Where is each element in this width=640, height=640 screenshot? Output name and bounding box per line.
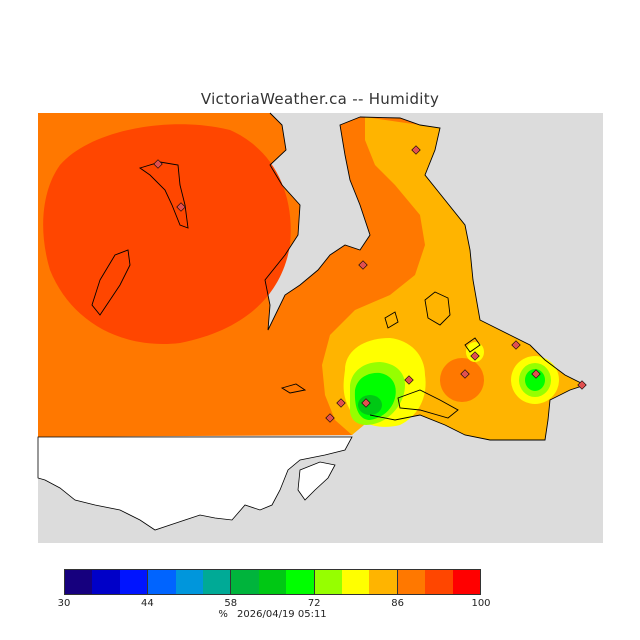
station-marker xyxy=(577,380,587,390)
humidity-zone-91-center xyxy=(440,358,484,402)
legend-tick-label: 72 xyxy=(307,598,321,609)
map-title: VictoriaWeather.ca -- Humidity xyxy=(200,90,440,108)
legend-swatch xyxy=(342,570,370,594)
legend-swatch xyxy=(119,570,148,594)
legend-tick-label: 44 xyxy=(141,598,154,609)
land-southeast xyxy=(297,461,336,501)
legend-swatch xyxy=(369,570,397,594)
legend-swatch xyxy=(425,570,453,594)
legend-swatch xyxy=(258,570,287,594)
legend-tick-label: 30 xyxy=(57,598,71,609)
station-marker xyxy=(460,369,470,379)
station-marker xyxy=(176,202,186,212)
legend-swatch xyxy=(175,570,204,594)
legend-tick-label: 86 xyxy=(391,598,404,609)
legend-swatch xyxy=(452,570,481,594)
station-marker xyxy=(153,159,163,169)
legend-swatch xyxy=(230,570,259,594)
legend-swatch xyxy=(203,570,231,594)
legend-swatch xyxy=(396,570,426,594)
legend-swatch xyxy=(286,570,314,594)
legend-unit: % xyxy=(218,609,228,620)
station-marker xyxy=(470,351,480,361)
legend-swatch xyxy=(147,570,176,594)
legend-swatch xyxy=(313,570,343,594)
legend-timestamp: 2026/04/19 05:11 xyxy=(237,609,327,620)
station-marker xyxy=(531,369,541,379)
station-marker xyxy=(404,375,414,385)
legend-footer: % 2026/04/19 05:11 xyxy=(0,609,545,620)
humidity-zone-67-south xyxy=(358,395,382,415)
legend-tick-label: 58 xyxy=(224,598,238,609)
legend-swatch xyxy=(92,570,120,594)
station-markers xyxy=(153,145,587,423)
land-south xyxy=(37,436,353,531)
station-marker xyxy=(325,413,335,423)
coastlines xyxy=(91,112,587,441)
legend-tick-label: 100 xyxy=(471,598,491,609)
station-marker xyxy=(361,398,371,408)
humidity-zone-96-west xyxy=(43,124,291,345)
color-legend xyxy=(64,569,481,595)
station-marker xyxy=(336,398,346,408)
station-marker xyxy=(358,260,368,270)
station-marker xyxy=(411,145,421,155)
station-marker xyxy=(511,340,521,350)
legend-swatch xyxy=(65,570,93,594)
